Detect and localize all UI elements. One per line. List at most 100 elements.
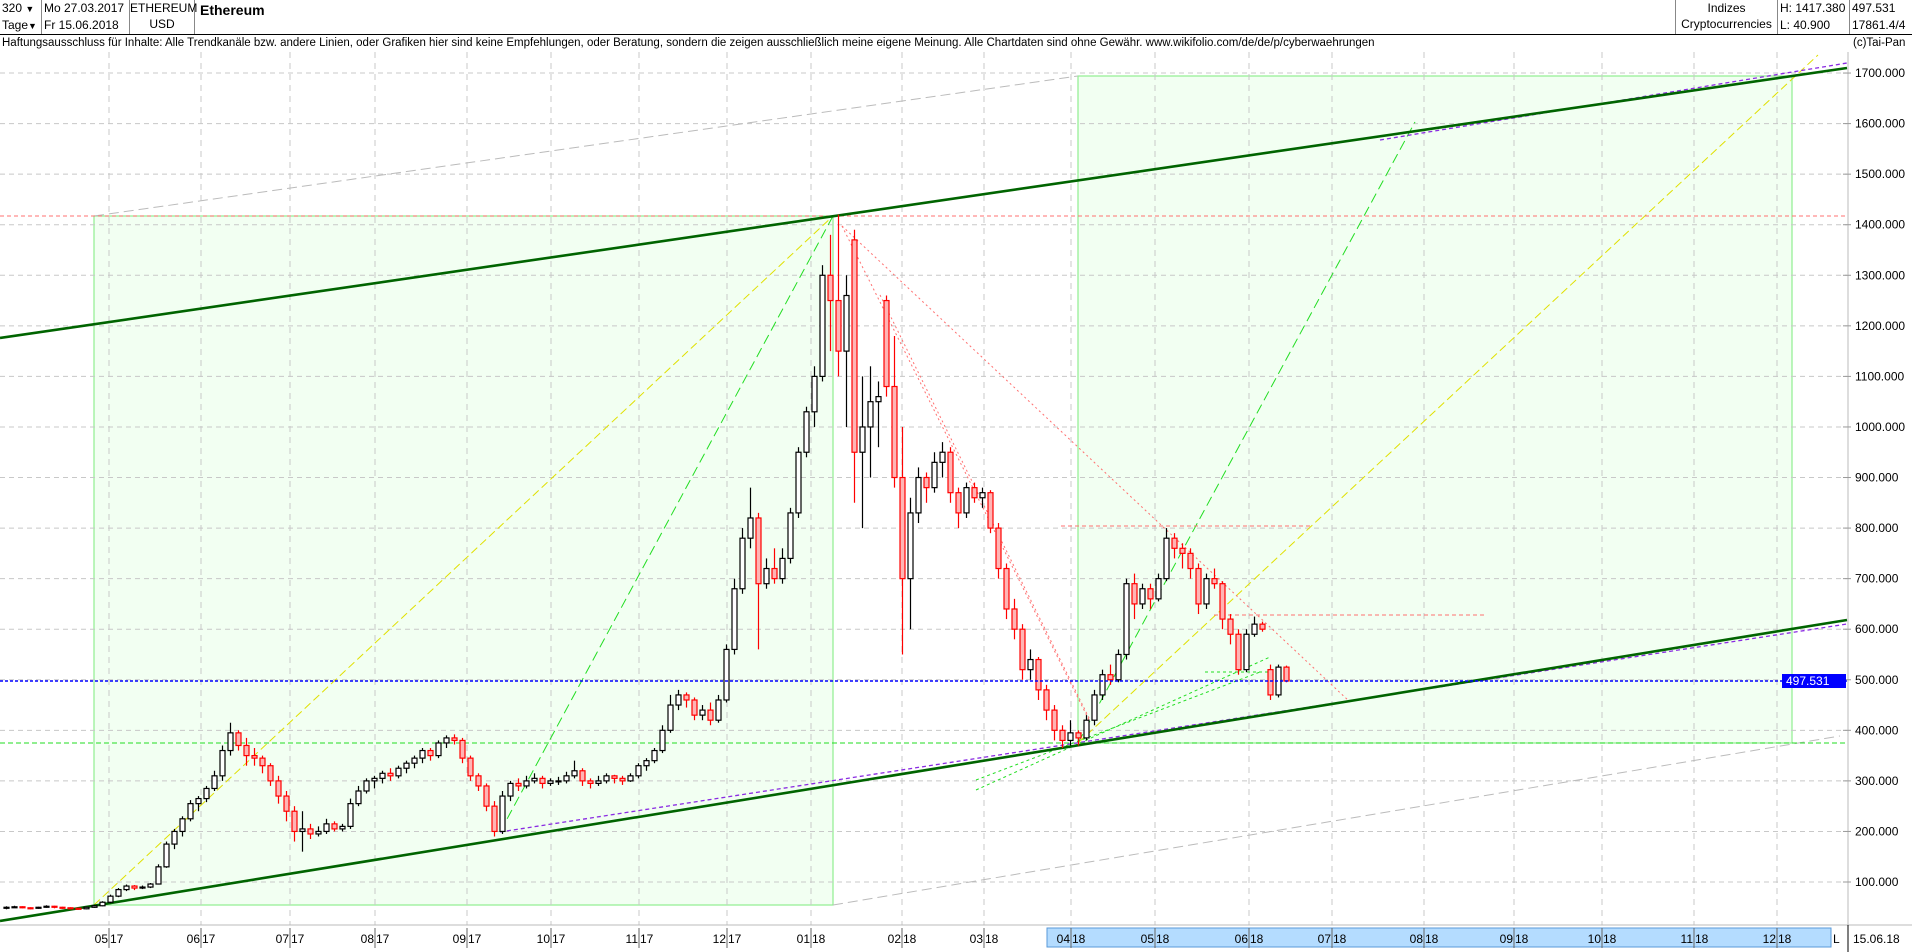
candle-body (451, 737, 458, 742)
candle (987, 490, 994, 534)
candle (1019, 624, 1026, 680)
volume-info: 17861.4/4 (1852, 18, 1906, 32)
candle (331, 821, 338, 832)
candle-body (947, 451, 954, 494)
candle-body (299, 828, 306, 833)
candle (283, 790, 290, 822)
candle-body (555, 780, 562, 783)
candle (763, 558, 770, 589)
bars-count: 320 (2, 1, 23, 15)
candle (739, 528, 746, 594)
candle-body (43, 905, 50, 908)
candle (683, 692, 690, 708)
candle-body (595, 780, 602, 785)
group: Indizes (1707, 1, 1746, 15)
candle-body (507, 782, 514, 797)
group-cell: Indizes Cryptocurrencies (1675, 0, 1778, 34)
candle (539, 775, 546, 789)
candle (387, 768, 394, 781)
x-tick-year: 18 (812, 932, 826, 946)
x-end-marker[interactable]: L (1833, 932, 1840, 946)
candle-body (1195, 567, 1202, 605)
candle (667, 694, 674, 733)
candle (1083, 715, 1090, 741)
x-tick-month: 03 (970, 932, 984, 946)
y-tick-label: 1300.000 (1855, 268, 1905, 282)
x-scroll-range[interactable] (1046, 927, 1832, 948)
candle-body (851, 239, 858, 453)
candle-body (1131, 583, 1138, 605)
candle-body (563, 775, 570, 782)
candle-body (1211, 578, 1218, 585)
candle-body (803, 411, 810, 453)
bars-cell: 320 ▼ Tage▼ (0, 0, 42, 34)
candle (1123, 578, 1130, 660)
candle-body (875, 396, 882, 403)
upper-trend-channel (0, 66, 1848, 340)
candle-body (1219, 583, 1226, 620)
candle-body (1251, 623, 1258, 635)
candle-body (939, 451, 946, 463)
candle-body (1163, 537, 1170, 580)
candle (107, 894, 114, 904)
candle-body (787, 512, 794, 560)
y-axis: 100.000 200.000 300.000 400.000 500.000 600.0… (1843, 66, 1905, 889)
candle-body (1059, 729, 1066, 742)
x-tick-month: 12 (713, 932, 727, 946)
disclaimer-text: Haftungsausschluss für Inhalte: Alle Tre… (2, 37, 1375, 49)
x-tick-month: 05 (1141, 932, 1155, 946)
bars-count-select[interactable]: 320 ▼ (2, 0, 34, 17)
candle-body (691, 699, 698, 716)
candle-body (579, 770, 586, 782)
candle-body (459, 739, 466, 759)
y-tick-label: 800.000 (1855, 521, 1899, 535)
x-tick-year: 18 (1515, 932, 1529, 946)
candle-body (675, 694, 682, 706)
candle-body (531, 777, 538, 782)
candle (443, 735, 450, 749)
candle (371, 775, 378, 789)
candle (419, 748, 426, 764)
currency: USD (149, 17, 175, 31)
candle (691, 697, 698, 721)
candle (619, 775, 626, 785)
y-tick-label: 1200.000 (1855, 319, 1905, 333)
candle-body (1091, 694, 1098, 721)
chevron-down-icon: ▼ (25, 4, 35, 14)
candle-body (987, 492, 994, 529)
y-tick-label: 200.000 (1855, 824, 1899, 838)
x-tick-year: 18 (1425, 932, 1439, 946)
candle-body (1067, 732, 1074, 742)
candle-body (371, 777, 378, 782)
candle-body (1027, 658, 1034, 671)
y-tick-label: 500.000 (1855, 673, 1899, 687)
candle (195, 796, 202, 812)
x-tick-month: 11 (626, 932, 639, 946)
x-tick-year: 17 (110, 932, 124, 946)
candle (267, 763, 274, 786)
candle-body (971, 487, 978, 499)
candle (859, 376, 866, 529)
y-tick-label: 1600.000 (1855, 117, 1905, 131)
candle (755, 512, 762, 650)
candle-body (651, 749, 658, 762)
candle-body (835, 299, 842, 352)
candle (523, 775, 530, 789)
candle-body (403, 762, 410, 769)
candle (1011, 598, 1018, 640)
last-cell: 497.531 17861.4/4 (1850, 0, 1912, 34)
candle (3, 906, 10, 910)
candle (259, 755, 266, 774)
candle (235, 730, 242, 751)
end-date[interactable]: Fr 15.06.2018 (44, 18, 119, 32)
candle (1051, 705, 1058, 741)
candle (875, 381, 882, 448)
candle (675, 689, 682, 711)
start-date[interactable]: Mo 27.03.2017 (44, 1, 125, 15)
x-tick-month: 06 (1235, 932, 1249, 946)
period-select[interactable]: Tage▼ (2, 17, 37, 34)
candle (163, 841, 170, 868)
chevron-down-icon: ▼ (28, 21, 37, 31)
candle (11, 905, 18, 909)
